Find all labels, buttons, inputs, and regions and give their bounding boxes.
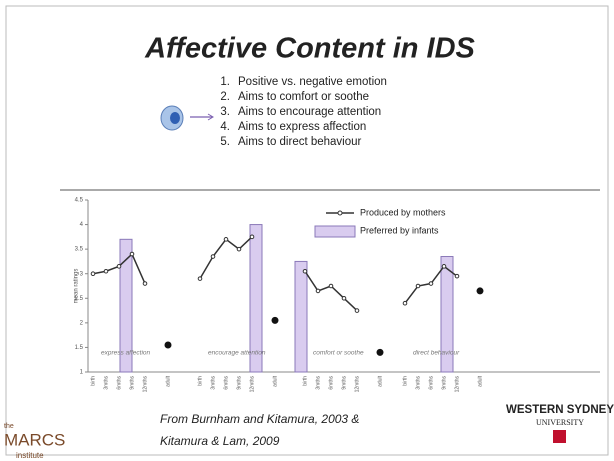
group-label: express affection (101, 350, 151, 357)
arrowhead (207, 113, 214, 121)
adult-point (164, 341, 172, 349)
list-item: Aims to direct behaviour (238, 136, 362, 148)
adult-point (376, 348, 384, 356)
list-number: 5. (220, 136, 230, 148)
mothers-point (441, 264, 447, 269)
y-tick-label: 1 (80, 370, 84, 376)
y-tick-label: 3.5 (75, 247, 84, 253)
source: From Burnham and Kitamura, 2003 & (160, 412, 359, 426)
speaker-icon (160, 105, 184, 131)
x-tick-label: 6mths (116, 376, 122, 390)
infant-bar (119, 238, 133, 373)
mothers-point (249, 234, 255, 240)
y-tick-label: 1.5 (75, 345, 84, 351)
x-tick-label: birth (302, 376, 308, 386)
list-item: Aims to comfort or soothe (238, 91, 369, 103)
y-tick-label: 4.5 (75, 198, 84, 204)
adult-point (271, 316, 279, 324)
mothers-point (236, 246, 242, 252)
x-tick-label: 9mths (441, 376, 447, 390)
list-item: Aims to encourage attention (238, 106, 381, 118)
adult-point (476, 287, 484, 295)
logo-shield (553, 430, 566, 443)
list-item: Aims to express affection (238, 121, 366, 133)
mothers-point (223, 237, 229, 242)
mothers-line (92, 252, 146, 284)
x-tick-label: 6mths (428, 376, 434, 390)
infant-bar (294, 260, 308, 373)
x-tick-label: 9mths (341, 376, 347, 390)
y-tick-label: 2 (80, 320, 84, 326)
legend-swatch (314, 225, 356, 238)
logo-text: the (4, 423, 14, 430)
list-item: Positive vs. negative emotion (238, 76, 387, 88)
mothers-point (328, 283, 334, 289)
x-tick-label: 9mths (236, 376, 242, 390)
x-tick-label: 12mths (454, 376, 460, 393)
group-label: direct behaviour (413, 350, 460, 357)
x-tick-label: 6mths (223, 376, 229, 390)
mothers-point (103, 268, 109, 274)
list-number: 4. (220, 121, 230, 133)
mothers-point (116, 264, 122, 269)
group-label: encourage attention (208, 350, 266, 357)
legend-text: Preferred by infants (360, 225, 439, 235)
x-tick-label: adult (477, 375, 483, 386)
x-tick-label: 9mths (129, 376, 135, 390)
infant-bar (249, 224, 263, 373)
x-tick-label: birth (402, 376, 408, 386)
mothers-point (415, 283, 421, 289)
x-tick-label: adult (272, 375, 278, 386)
legend-point (337, 210, 343, 216)
mothers-point (210, 254, 216, 259)
y-tick-label: 3 (80, 271, 84, 277)
logo-text: WESTERN SYDNEY (506, 404, 614, 416)
mothers-point (454, 273, 460, 279)
x-tick-label: 3mths (210, 376, 216, 390)
x-tick-label: adult (165, 375, 171, 386)
y-tick-label: 2.5 (75, 296, 84, 302)
x-tick-label: 3mths (415, 376, 421, 390)
mothers-point (302, 268, 308, 274)
x-tick-label: 12mths (354, 376, 360, 393)
group-label: comfort or soothe (313, 350, 364, 357)
logo-text: MARCS (4, 430, 65, 449)
mothers-point (142, 281, 148, 286)
x-tick-label: 12mths (249, 376, 255, 393)
title: Affective Content in IDS (144, 33, 475, 65)
y-axis-label: mean ratings (74, 269, 80, 304)
mothers-point (354, 308, 360, 313)
legend-text: Produced by mothers (360, 207, 446, 217)
y-tick-label: 4 (80, 222, 84, 228)
mothers-point (341, 295, 347, 301)
x-tick-label: birth (90, 376, 96, 386)
mothers-point (402, 300, 408, 306)
mothers-point (90, 271, 96, 277)
logo-text: UNIVERSITY (536, 418, 584, 427)
x-tick-label: 6mths (328, 376, 334, 390)
mothers-point (197, 276, 203, 281)
x-tick-label: 3mths (103, 376, 109, 390)
x-tick-label: adult (377, 375, 383, 386)
list-number: 3. (220, 106, 230, 118)
x-tick-label: birth (197, 376, 203, 386)
mothers-point (315, 288, 321, 294)
list-number: 2. (220, 91, 230, 103)
source: Kitamura & Lam, 2009 (160, 434, 280, 448)
frame (5, 5, 609, 456)
mothers-point (428, 281, 434, 286)
x-tick-label: 3mths (315, 376, 321, 390)
mothers-line (199, 236, 253, 280)
list-number: 1. (220, 76, 230, 88)
logo-text: institute (16, 451, 44, 460)
infant-bar (440, 256, 454, 373)
mothers-line (304, 270, 358, 312)
x-tick-label: 12mths (142, 376, 148, 393)
mothers-point (129, 251, 135, 257)
